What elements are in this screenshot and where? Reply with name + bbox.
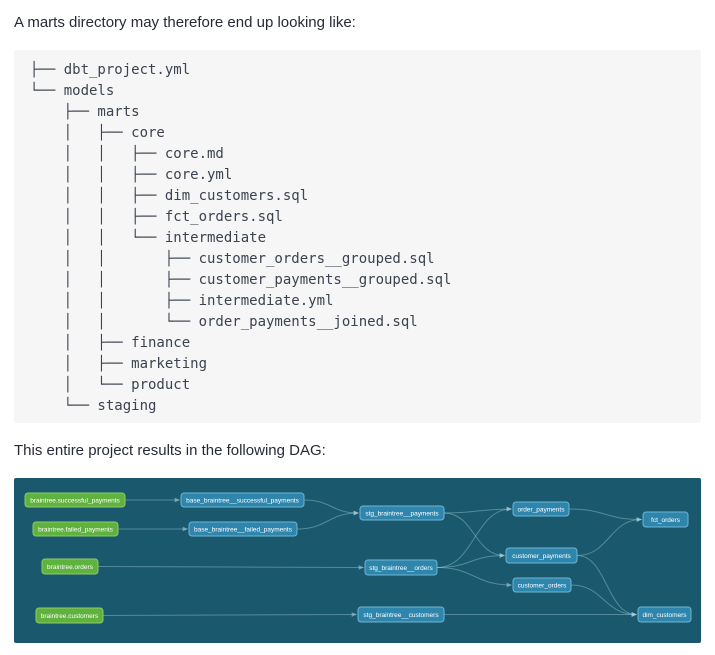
dag-node-label-fct_orders: fct_orders (651, 516, 681, 523)
dag-node-base_failed: base_braintree__failed_payments (188, 521, 298, 536)
dag-node-bt_failed: braintree.failed_payments (32, 521, 119, 536)
dag-intro-paragraph: This entire project results in the follo… (14, 441, 326, 459)
dag-edge-customer_orders-to-dim_customers (570, 584, 637, 617)
dag-node-dim_customers: dim_customers (637, 606, 692, 622)
dag-edge-customer_payments-to-dim_customers (576, 554, 637, 617)
dag-edge-order_payments-to-fct_orders (568, 508, 642, 522)
dag-node-customer_payments: customer_payments (505, 547, 578, 563)
dag-edge-customer_payments-to-fct_orders (576, 516, 642, 556)
dag-node-base_success: base_braintree__successful_payments (180, 492, 305, 507)
dag-svg: braintree.successful_payments base_braint… (14, 477, 701, 643)
dag-node-customer_orders: customer_orders (512, 577, 572, 592)
dag-node-fct_orders: fct_orders (642, 511, 689, 527)
dag-edge-base_failed-to-stg_payments (296, 510, 359, 529)
dag-node-bt_orders: braintree.orders (41, 558, 99, 574)
dag-edge-stg_payments-to-customer_payments (443, 512, 505, 558)
dag-image: braintree.successful_payments base_braint… (14, 477, 701, 643)
dag-node-label-bt_success: braintree.successful_payments (30, 497, 120, 504)
dag-edge-bt_orders-to-stg_orders (97, 564, 364, 570)
dag-node-label-base_success: base_braintree__successful_payments (186, 497, 299, 504)
dag-node-order_payments: order_payments (512, 501, 570, 516)
dag-node-stg_payments: stg_braintree__payments (359, 505, 445, 520)
dag-node-label-stg_orders: stg_braintree__orders (369, 564, 433, 571)
intro-paragraph: A marts directory may therefore end up l… (14, 14, 356, 31)
dag-node-stg_orders: stg_braintree__orders (364, 559, 438, 575)
dag-edge-base_success-to-stg_payments (303, 499, 359, 515)
dag-node-label-bt_orders: braintree.orders (47, 563, 94, 570)
dag-node-bt_customers: braintree.customers (35, 607, 104, 623)
dag-edge-bt_customers-to-stg_customers (102, 611, 357, 617)
dag-node-label-order_payments: order_payments (518, 506, 566, 513)
dag-node-label-customer_orders: customer_orders (518, 582, 568, 589)
dag-node-label-bt_failed: braintree.failed_payments (38, 526, 114, 533)
dag-node-stg_customers: stg_braintree__customers (357, 606, 445, 622)
dag-edge-stg_orders-to-customer_orders (436, 566, 512, 587)
dag-node-label-dim_customers: dim_customers (642, 611, 687, 618)
dag-edges (97, 497, 642, 617)
dag-node-label-base_failed: base_braintree__failed_payments (194, 526, 293, 533)
dag-edge-stg_orders-to-customer_payments (436, 552, 505, 568)
dag-node-label-stg_payments: stg_braintree__payments (365, 510, 439, 517)
dag-edge-stg_payments-to-order_payments (443, 506, 512, 513)
dag-node-label-stg_customers: stg_braintree__customers (363, 611, 439, 618)
dag-nodes: braintree.successful_payments base_braint… (24, 492, 692, 623)
dag-node-label-bt_customers: braintree.customers (41, 612, 99, 619)
dag-node-label-customer_payments: customer_payments (512, 552, 571, 559)
dag-edge-stg_orders-to-order_payments (436, 506, 512, 568)
directory-tree-code-block: ├── dbt_project.yml └── models ├── marts… (14, 49, 701, 423)
dag-node-bt_success: braintree.successful_payments (24, 492, 126, 507)
